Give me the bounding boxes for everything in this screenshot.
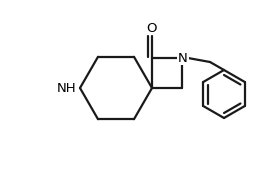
Text: O: O [147, 21, 157, 34]
Text: N: N [178, 51, 188, 65]
Text: NH: NH [56, 82, 76, 95]
